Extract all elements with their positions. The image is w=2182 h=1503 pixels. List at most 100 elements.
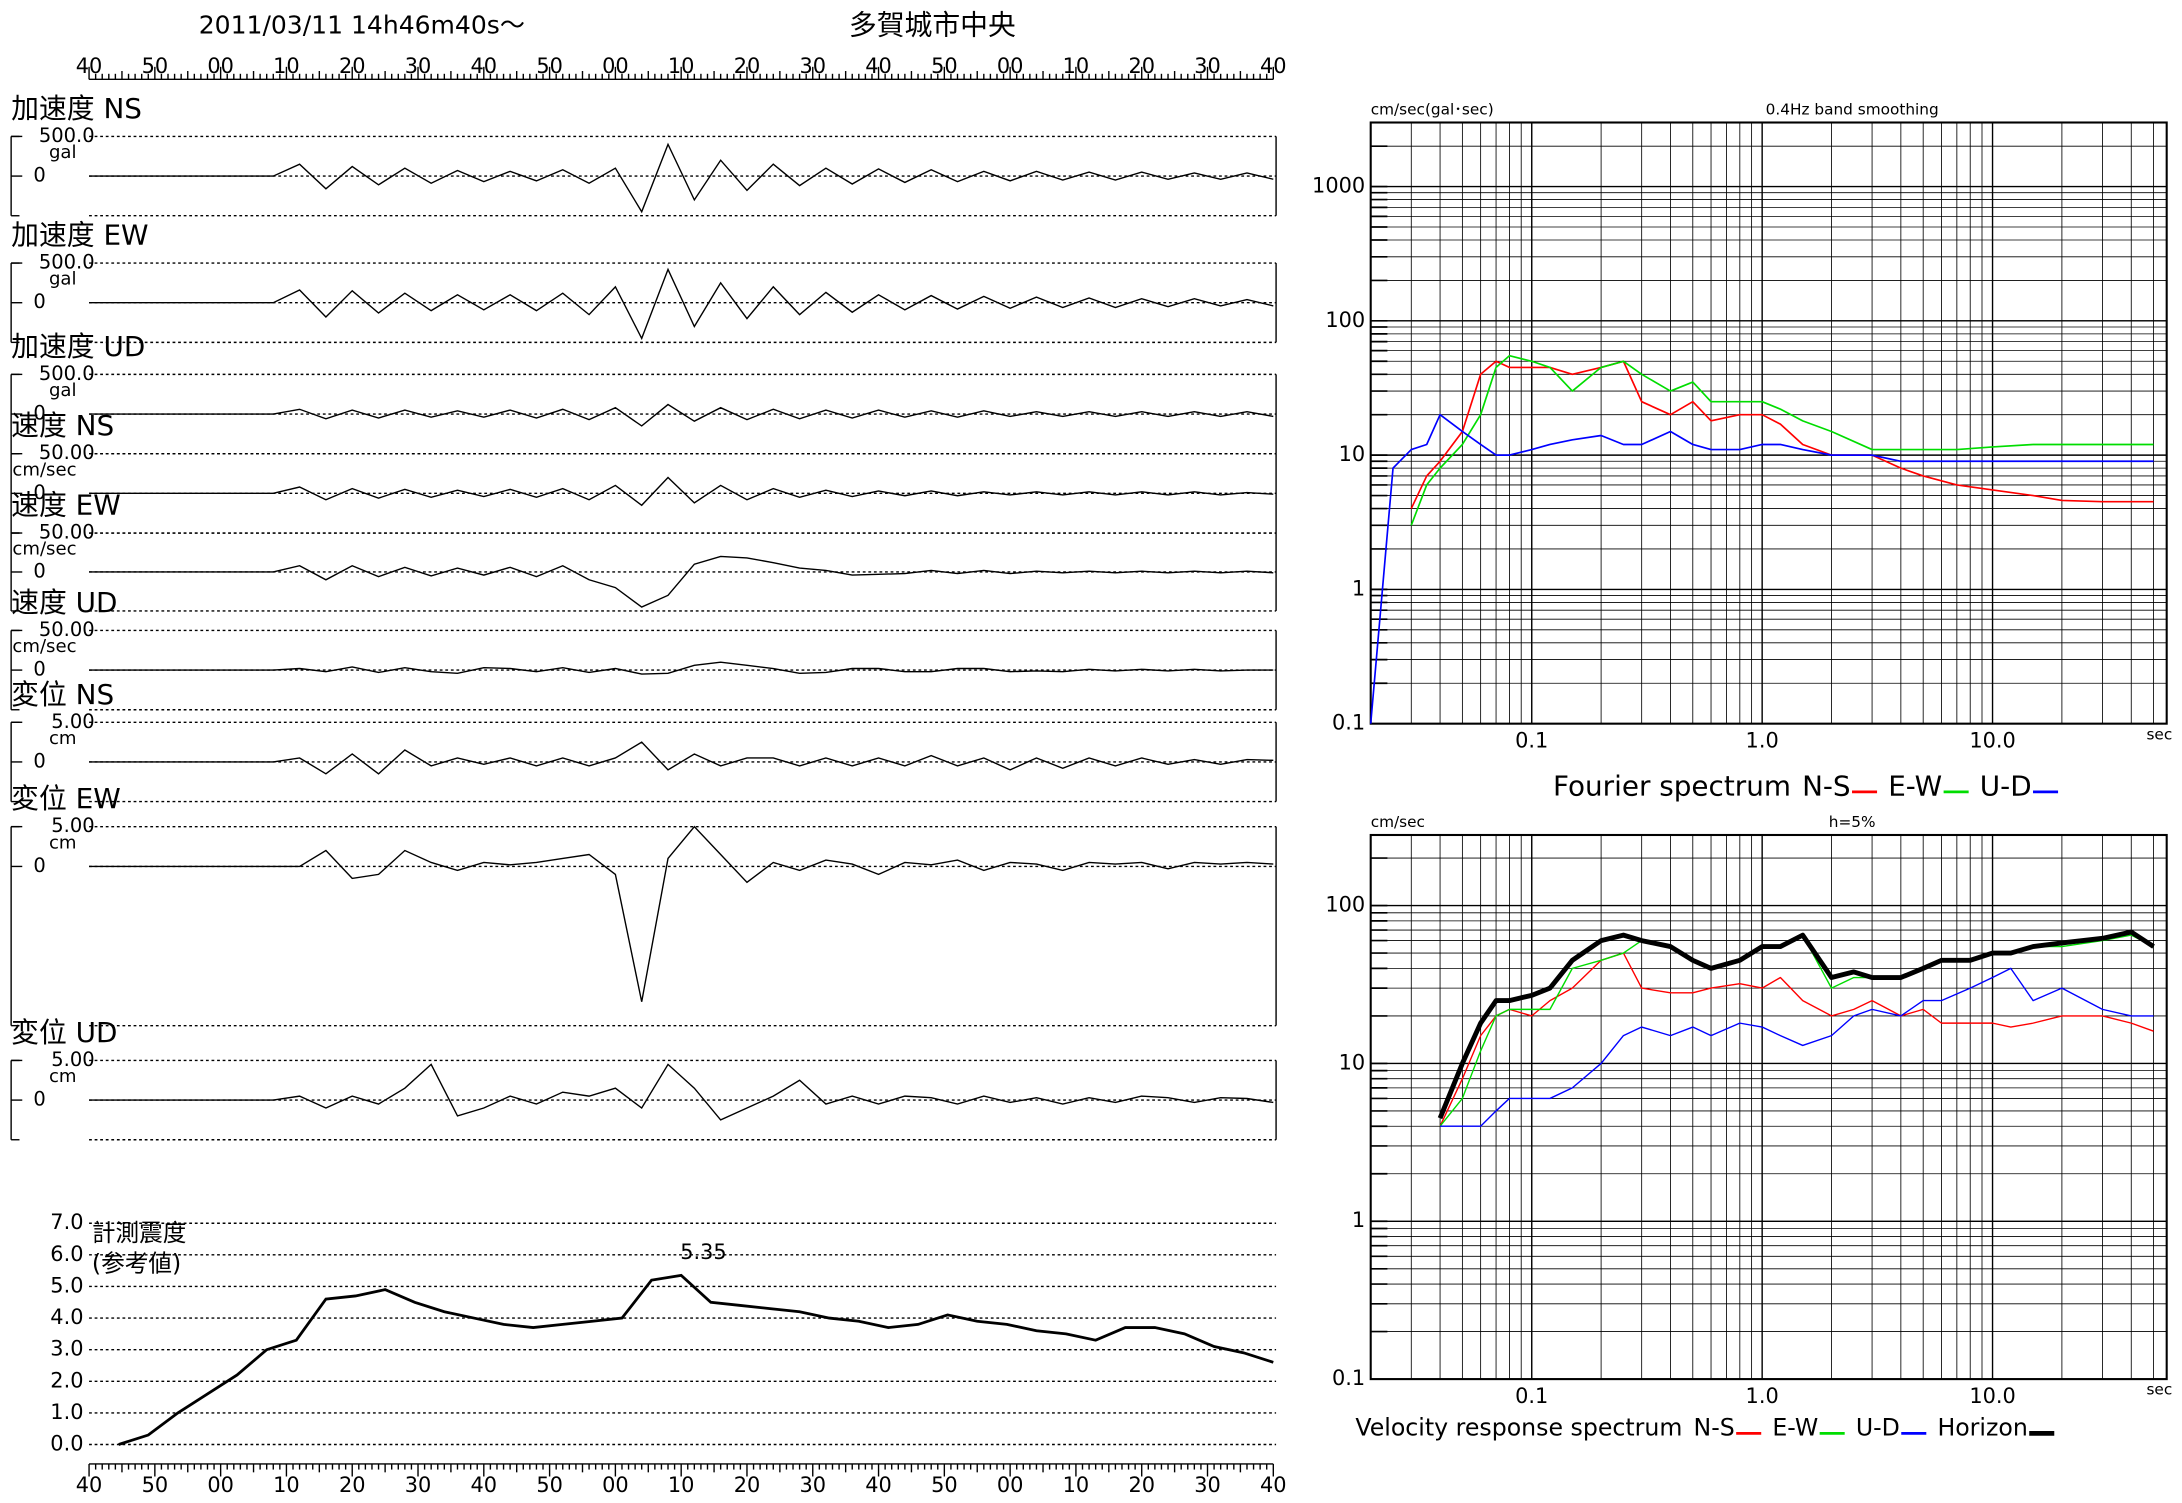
y-tick-label: 0: [33, 1088, 45, 1111]
time-tick-label: 00: [997, 54, 1024, 78]
time-tick-label: 50: [536, 1473, 563, 1497]
x-tick-label: 0.1: [1515, 729, 1548, 753]
panel-label: 加速度 UD: [11, 330, 145, 363]
waveform-trace: [89, 403, 1274, 427]
y-tick-label: 500.0: [39, 362, 95, 385]
x-axis-label: sec: [2146, 1381, 2172, 1399]
legend-label: Horizon: [1937, 1414, 2027, 1442]
waveform-trace: [89, 661, 1274, 675]
y-tick-label: 2.0: [50, 1368, 83, 1392]
time-tick-label: 40: [865, 1473, 892, 1497]
legend-label: E-W: [1888, 770, 1942, 803]
time-tick-label: 30: [1194, 1473, 1221, 1497]
time-tick-label: 00: [602, 1473, 629, 1497]
time-tick-label: 30: [799, 54, 826, 78]
time-tick-label: 10: [273, 54, 300, 78]
y-tick-label: 10: [1339, 442, 1366, 466]
y-tick-label: 1000: [1312, 174, 1365, 198]
time-tick-label: 40: [1260, 1473, 1287, 1497]
panel-label: 変位 UD: [11, 1016, 117, 1049]
unit-label: cm: [49, 832, 77, 853]
y-axis-label: cm/sec: [1371, 813, 1425, 831]
y-tick-label: 100: [1325, 308, 1365, 332]
subtitle: h=5%: [1829, 813, 1876, 831]
y-tick-label: 0: [33, 402, 45, 425]
legend-title: Fourier spectrum: [1553, 770, 1791, 803]
x-tick-label: 10.0: [1969, 729, 2015, 753]
y-tick-label: 50.00: [39, 521, 95, 544]
y-axis-label: 計測震度: [92, 1219, 187, 1247]
subtitle: 0.4Hz band smoothing: [1766, 100, 1939, 118]
x-tick-label: 10.0: [1969, 1384, 2015, 1408]
y-tick-label: 500.0: [39, 251, 95, 274]
intensity-line: [118, 1273, 1274, 1446]
unit-label: gal: [49, 380, 77, 401]
time-tick-label: 10: [668, 54, 695, 78]
y-tick-label: 0: [33, 658, 45, 681]
panel-label: 速度 EW: [11, 489, 121, 522]
y-tick-label: 0.1: [1332, 1366, 1365, 1390]
unit-label: cm/sec: [12, 539, 76, 560]
spectrum-line: [1369, 413, 2154, 724]
time-tick-label: 50: [536, 54, 563, 78]
y-tick-label: 50.00: [39, 618, 95, 641]
unit-label: gal: [49, 142, 77, 163]
y-axis-note: (参考値): [92, 1249, 181, 1277]
unit-label: cm: [49, 728, 77, 749]
peak-label: 5.35: [680, 1240, 726, 1264]
plot-frame: [1369, 121, 2168, 725]
x-tick-label: 1.0: [1746, 729, 1779, 753]
station-name: 多賀城市中央: [849, 8, 1016, 41]
time-tick-label: 40: [76, 54, 103, 78]
legend-label: N-S: [1802, 770, 1851, 803]
y-tick-label: 0.0: [50, 1432, 83, 1456]
record-time: 2011/03/11 14h46m40s〜: [199, 10, 525, 39]
y-tick-label: 50.00: [39, 441, 95, 464]
time-tick-label: 10: [273, 1473, 300, 1497]
legend-label: N-S: [1694, 1414, 1735, 1442]
panel-label: 速度 UD: [11, 586, 117, 619]
waveform-trace: [89, 741, 1274, 775]
spectrum-line: [1439, 952, 2154, 1127]
x-tick-label: 1.0: [1746, 1384, 1779, 1408]
y-tick-label: 4.0: [50, 1305, 83, 1329]
y-tick-label: 0.1: [1332, 711, 1365, 735]
time-tick-label: 00: [207, 1473, 234, 1497]
time-tick-label: 50: [931, 54, 958, 78]
waveform-trace: [89, 1063, 1274, 1121]
y-tick-label: 0: [33, 749, 45, 772]
time-tick-label: 20: [339, 1473, 366, 1497]
plot-frame: [1369, 833, 2168, 1381]
waveform-trace: [89, 825, 1274, 1002]
waveform-trace: [89, 142, 1274, 214]
legend-title: Velocity response spectrum: [1355, 1414, 1682, 1442]
unit-label: cm: [49, 1066, 77, 1087]
time-tick-label: 50: [931, 1473, 958, 1497]
spectrum-line: [1410, 360, 2154, 509]
y-tick-label: 1.0: [50, 1400, 83, 1424]
y-tick-label: 5.00: [51, 814, 94, 837]
y-tick-label: 1: [1352, 1208, 1365, 1232]
time-tick-label: 10: [668, 1473, 695, 1497]
time-tick-label: 30: [405, 1473, 432, 1497]
spectrum-line: [1410, 354, 2154, 526]
time-tick-label: 40: [1260, 54, 1287, 78]
time-tick-label: 20: [339, 54, 366, 78]
y-tick-label: 5.0: [50, 1273, 83, 1297]
time-tick-label: 50: [142, 54, 169, 78]
time-tick-label: 20: [1128, 54, 1155, 78]
legend-label: U-D: [1980, 770, 2032, 803]
y-tick-label: 0: [33, 290, 45, 313]
waveform-trace: [89, 476, 1274, 507]
legend-label: U-D: [1856, 1414, 1900, 1442]
spectrum-line: [1437, 929, 2155, 1120]
y-axis-label: cm/sec(gal･sec): [1371, 100, 1494, 118]
y-tick-label: 0: [33, 164, 45, 187]
x-axis-label: sec: [2146, 725, 2172, 743]
panel-label: 加速度 NS: [11, 92, 142, 125]
time-tick-label: 10: [1063, 1473, 1090, 1497]
y-tick-label: 5.00: [51, 710, 94, 733]
time-tick-label: 00: [997, 1473, 1024, 1497]
